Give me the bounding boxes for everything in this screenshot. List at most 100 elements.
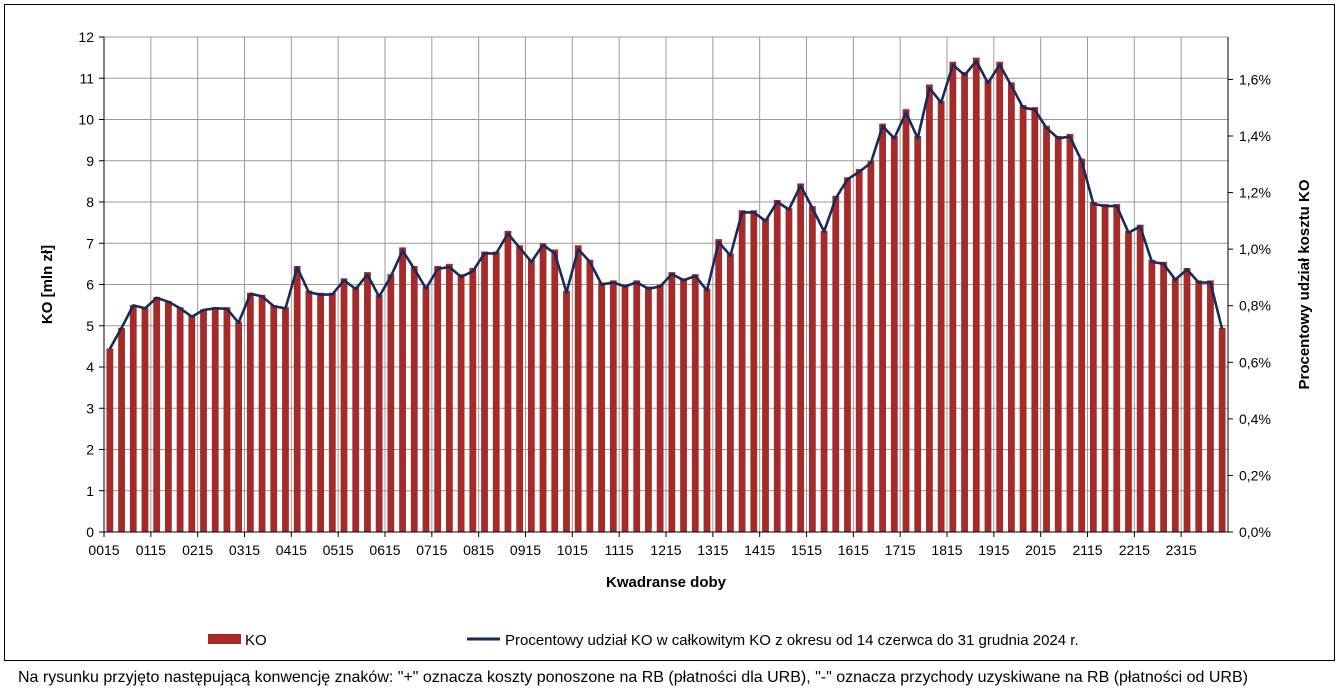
bar-ko bbox=[1207, 280, 1214, 532]
bar-ko bbox=[176, 307, 184, 532]
x-tick-label: 2015 bbox=[1025, 542, 1056, 558]
bar-ko bbox=[820, 230, 828, 532]
bar-ko bbox=[328, 292, 336, 532]
bar-ko bbox=[808, 206, 816, 532]
y-tick-label: 3 bbox=[86, 400, 94, 416]
x-tick-label: 1015 bbox=[557, 542, 588, 558]
bar-ko bbox=[422, 286, 430, 532]
bar-ko bbox=[914, 136, 922, 532]
x-tick-label: 2315 bbox=[1166, 542, 1197, 558]
bar-ko bbox=[469, 268, 477, 532]
bar-ko bbox=[1101, 204, 1109, 532]
bar-ko bbox=[727, 253, 734, 532]
y2-tick-label: 1,2% bbox=[1239, 185, 1271, 201]
bar-ko bbox=[188, 315, 196, 532]
y2-tick-label: 0,6% bbox=[1239, 354, 1271, 370]
x-tick-label: 1515 bbox=[791, 542, 822, 558]
bar-ko bbox=[586, 259, 594, 532]
bar-ko bbox=[926, 84, 933, 532]
bar-ko bbox=[270, 305, 278, 532]
x-tick-label: 0615 bbox=[369, 542, 400, 558]
bar-ko bbox=[715, 239, 723, 532]
bar-ko bbox=[1031, 107, 1039, 532]
x-tick-label: 1115 bbox=[605, 542, 634, 558]
bar-ko bbox=[621, 284, 629, 532]
legend-label-percent: Procentowy udział KO w całkowitym KO z o… bbox=[505, 632, 1079, 649]
y-tick-label: 12 bbox=[78, 29, 94, 45]
x-tick-label: 0315 bbox=[229, 542, 260, 558]
x-tick-label: 1315 bbox=[697, 542, 728, 558]
x-tick-label: 0815 bbox=[463, 542, 494, 558]
series-line-percent bbox=[108, 59, 1224, 350]
x-axis-title: Kwadranse doby bbox=[606, 574, 727, 591]
x-tick-label: 2215 bbox=[1119, 542, 1150, 558]
y2-tick-label: 1,0% bbox=[1239, 241, 1271, 257]
bar-ko bbox=[410, 265, 418, 532]
y2-tick-label: 0,4% bbox=[1239, 411, 1271, 427]
y-tick-label: 4 bbox=[86, 359, 94, 375]
bar-ko bbox=[527, 259, 535, 532]
bar-ko bbox=[867, 160, 875, 532]
y2-tick-label: 0,8% bbox=[1239, 298, 1271, 314]
footnote: Na rysunku przyjęto następującą konwencj… bbox=[18, 669, 1248, 686]
bar-ko bbox=[703, 288, 711, 532]
bar-ko bbox=[691, 274, 699, 532]
bar-ko bbox=[504, 230, 512, 532]
bar-ko bbox=[609, 280, 617, 532]
bar-ko bbox=[211, 307, 219, 532]
bar-ko bbox=[446, 263, 453, 532]
bar-ko bbox=[223, 307, 231, 532]
bar-ko bbox=[434, 265, 442, 532]
x-tick-label: 1615 bbox=[838, 542, 869, 558]
y2-tick-label: 1,6% bbox=[1239, 71, 1271, 87]
bar-ko bbox=[890, 136, 898, 532]
bar-ko bbox=[1160, 261, 1167, 532]
bar-ko bbox=[235, 321, 243, 532]
bar-ko bbox=[539, 243, 547, 532]
bar-ko bbox=[141, 307, 149, 532]
bar-ko bbox=[961, 72, 968, 532]
bar-ko bbox=[1089, 202, 1097, 532]
bar-ko bbox=[492, 251, 500, 532]
bar-ko bbox=[106, 348, 114, 532]
bar-ko bbox=[364, 272, 371, 532]
bar-ko bbox=[797, 183, 805, 532]
bar-ko bbox=[972, 57, 980, 532]
chart-frame: 0 1 2 3 4 5 6 7 8 9 10 11 12 0,0% 0,2% 0,4% 0,6% 0,8% 1,0%… bbox=[4, 4, 1335, 661]
bar-ko bbox=[129, 305, 137, 532]
bar-ko bbox=[387, 274, 395, 532]
y-tick-label: 5 bbox=[86, 318, 94, 334]
bar-ko bbox=[246, 292, 254, 532]
x-tick-label: 0515 bbox=[323, 542, 354, 558]
bar-ko bbox=[1125, 230, 1132, 532]
bar-ko bbox=[1008, 82, 1015, 532]
bar-ko bbox=[1066, 133, 1074, 532]
bar-ko bbox=[785, 208, 793, 532]
legend-swatch-ko bbox=[208, 634, 241, 644]
bar-ko bbox=[457, 274, 465, 532]
bar-ko bbox=[574, 245, 582, 532]
bar-ko bbox=[200, 309, 207, 532]
bar-ko bbox=[902, 109, 910, 532]
bar-ko bbox=[949, 61, 957, 532]
bar-ko bbox=[282, 307, 289, 532]
bar-ko bbox=[399, 247, 406, 532]
bar-ko bbox=[762, 218, 769, 532]
y-tick-label: 2 bbox=[86, 442, 94, 458]
legend-label-ko: KO bbox=[245, 632, 267, 649]
bar-ko bbox=[293, 265, 301, 532]
bar-ko bbox=[551, 249, 559, 532]
bar-ko bbox=[317, 292, 324, 532]
y2-tick-label: 1,4% bbox=[1239, 128, 1271, 144]
bar-ko bbox=[1195, 280, 1203, 532]
y-tick-label: 9 bbox=[86, 153, 94, 169]
y-tick-label: 11 bbox=[79, 70, 94, 86]
bar-ko bbox=[1043, 125, 1050, 532]
bar-ko bbox=[118, 327, 125, 532]
y2-tick-label: 0,0% bbox=[1239, 524, 1271, 540]
bar-ko bbox=[165, 301, 172, 532]
bar-ko bbox=[844, 177, 851, 532]
bar-ko bbox=[645, 286, 652, 532]
x-tick-label: 1915 bbox=[978, 542, 1009, 558]
bar-ko bbox=[1136, 224, 1144, 532]
